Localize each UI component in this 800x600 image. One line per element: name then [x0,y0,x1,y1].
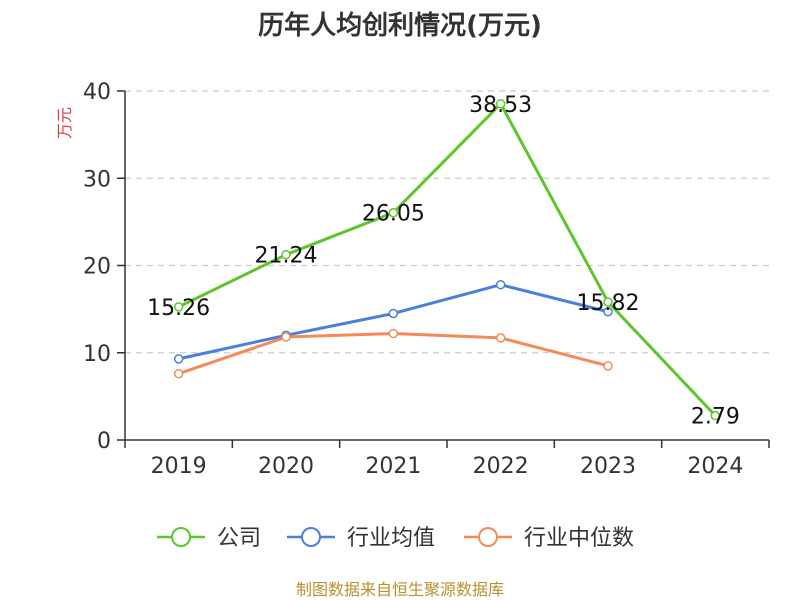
y-tick-label: 20 [83,255,111,280]
legend-marker [171,527,191,547]
x-tick-label: 2020 [258,454,314,479]
gridlines [125,90,769,354]
series-point-2 [603,361,613,371]
data-labels: 15.26 21.24 26.05 38.53 15.82 2.79 [147,93,740,430]
y-tick-label: 0 [97,429,111,454]
series-point-0 [173,302,184,312]
chart-title: 历年人均创利情况(万元) [258,10,542,41]
series [173,99,721,421]
data-label: 2.79 [691,405,740,430]
x-tick-label: 2021 [365,454,421,479]
series-point-2 [388,328,399,339]
series-line-2 [178,332,609,376]
axes: 0 10 20 30 40 2019 2020 2021 2022 2023 2024 [83,80,770,479]
x-tick-label: 2024 [687,454,743,479]
series-line-0 [178,102,717,417]
y-tick-label: 30 [83,167,111,192]
series-point-0 [281,249,291,260]
series-point-2 [281,332,291,342]
x-tick-label: 2019 [151,454,207,479]
data-label: 38.53 [469,93,532,118]
source-note: 制图数据来自恒生聚源数据库 [296,580,504,599]
series-point-2 [495,333,506,343]
legend-marker [478,527,498,547]
series-point-1 [388,308,399,319]
series-point-0 [710,410,721,421]
legend-item-1[interactable]: 行业均值 [287,526,435,551]
legend-label: 行业均值 [347,526,435,551]
y-tick-label: 10 [83,342,111,367]
legend-item-0[interactable]: 公司 [157,526,261,551]
series-point-0 [388,207,399,218]
series-point-1 [603,306,613,317]
series-point-2 [173,368,184,379]
data-label: 26.05 [362,202,425,227]
legend-marker [301,527,321,547]
series-point-0 [495,99,506,109]
x-tick-label: 2023 [580,454,636,479]
legend-item-2[interactable]: 行业中位数 [464,526,634,551]
data-label: 15.82 [577,291,640,316]
y-axis-label: 万元 [55,107,74,139]
legend: 公司 行业均值 行业中位数 [157,526,634,551]
y-tick-label: 40 [83,80,111,105]
series-point-1 [495,279,506,290]
data-label: 15.26 [147,296,210,321]
x-tick-label: 2022 [473,454,529,479]
legend-label: 公司 [217,526,261,551]
data-label: 21.24 [255,244,318,269]
legend-label: 行业中位数 [524,526,634,551]
series-point-1 [173,354,184,364]
series-point-0 [603,297,613,307]
